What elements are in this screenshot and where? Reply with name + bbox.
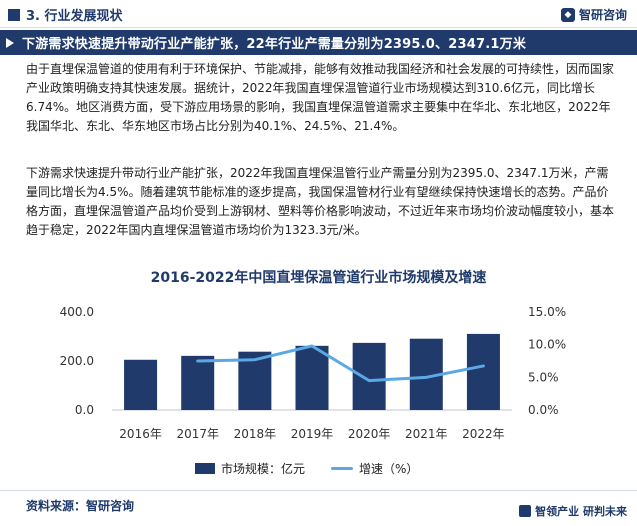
bar-2019年 — [295, 345, 329, 410]
bar-2016年 — [124, 359, 158, 410]
right-axis-tick-label: 5.0% — [528, 370, 559, 384]
right-axis-tick-label: 15.0% — [528, 305, 566, 319]
slogan-text: 智领产业 研判未来 — [535, 505, 627, 518]
section-marker-icon — [8, 8, 20, 21]
banner-arrow-icon — [6, 38, 14, 48]
right-axis-tick-label: 10.0% — [528, 338, 566, 352]
brand-logo-icon: ◆ — [560, 7, 575, 22]
bar-2020年 — [352, 342, 386, 410]
left-axis-tick-label: 400.0 — [60, 305, 94, 319]
body-paragraph-1: 由于直埋保温管道的使用有利于环境保护、节能减排，能够有效推动我国经济和社会发展的… — [26, 62, 615, 133]
x-axis-tick-label: 2020年 — [348, 427, 391, 441]
legend-line-swatch-icon — [331, 467, 354, 470]
legend-item-bar: 市场规模：亿元 — [195, 460, 305, 477]
section-title-text: 3. 行业发展现状 — [26, 9, 123, 24]
left-axis-tick-label: 200.0 — [60, 354, 94, 368]
x-axis-tick-label: 2016年 — [119, 427, 162, 441]
body-paragraph-2: 下游需求快速提升带动行业产能扩张，2022年我国直埋保温管行业产需量分别为239… — [26, 166, 615, 237]
headline-text: 下游需求快速提升带动行业产能扩张，22年行业产需量分别为2395.0、2347.… — [22, 37, 527, 52]
bar-2017年 — [181, 355, 215, 410]
brand-logo: ◆ 智研咨询 — [560, 6, 627, 23]
brand-logo-text: 智研咨询 — [578, 8, 627, 22]
legend-bar-label: 市场规模：亿元 — [221, 462, 306, 476]
right-axis-tick-label: 0.0% — [528, 403, 559, 417]
x-axis-tick-label: 2017年 — [176, 427, 219, 441]
section-title: 3. 行业发展现状 — [8, 5, 123, 24]
headline-banner: 下游需求快速提升带动行业产能扩张，22年行业产需量分别为2395.0、2347.… — [0, 30, 637, 55]
x-axis-tick-label: 2021年 — [405, 427, 448, 441]
bar-2022年 — [466, 333, 500, 410]
slogan-logo-icon — [519, 505, 532, 517]
left-axis-tick-label: 0.0 — [75, 403, 94, 417]
legend-bar-swatch-icon — [195, 463, 215, 474]
x-axis-tick-label: 2019年 — [291, 427, 334, 441]
x-axis-tick-label: 2022年 — [462, 427, 505, 441]
footer-slogan: 智领产业 研判未来 — [519, 503, 627, 519]
market-size-chart: 0.0 200.0 400.0 0.0% 5.0% 10.0% 15.0% 2016年 2017… — [60, 305, 566, 441]
chart-title: 2016-2022年中国直埋保温管道行业市场规模及增速 — [150, 270, 487, 286]
top-header-bar: 3. 行业发展现状 ◆ 智研咨询 — [0, 0, 637, 28]
legend-item-line: 增速（%） — [331, 460, 418, 477]
growth-rate-line — [196, 344, 485, 383]
source-note: 资料来源：智研咨询 — [26, 499, 135, 513]
legend-line-label: 增速（%） — [359, 462, 419, 476]
footer-divider — [0, 490, 637, 491]
chart-legend: 市场规模：亿元 增速（%） — [195, 460, 418, 477]
x-axis-tick-label: 2018年 — [234, 427, 277, 441]
